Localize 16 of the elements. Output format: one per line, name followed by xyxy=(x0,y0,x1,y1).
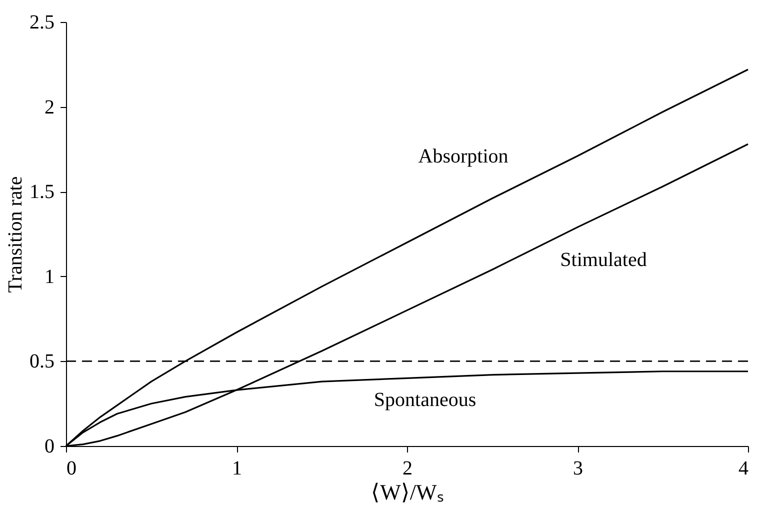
series-label: Spontaneous xyxy=(374,389,476,412)
x-tick-label: 0 xyxy=(66,458,76,480)
series-label: Absorption xyxy=(418,145,508,168)
x-tick-label: 3 xyxy=(573,458,583,480)
y-tick-label: 0 xyxy=(44,436,54,458)
y-tick-label: 1.5 xyxy=(30,181,54,204)
series-label: Stimulated xyxy=(560,249,647,272)
y-tick-label: 1 xyxy=(44,266,54,288)
x-tick-label: 1 xyxy=(232,458,242,480)
x-tick-label: 2 xyxy=(402,458,412,480)
y-tick-label: 0.5 xyxy=(30,350,54,373)
y-tick-label: 2.5 xyxy=(30,12,54,34)
y-axis-title: Transition rate xyxy=(4,176,26,293)
y-tick-label: 2 xyxy=(44,96,54,118)
x-tick-label: 4 xyxy=(738,458,748,480)
x-axis-title: ⟨W⟩/Wₛ xyxy=(371,480,444,504)
